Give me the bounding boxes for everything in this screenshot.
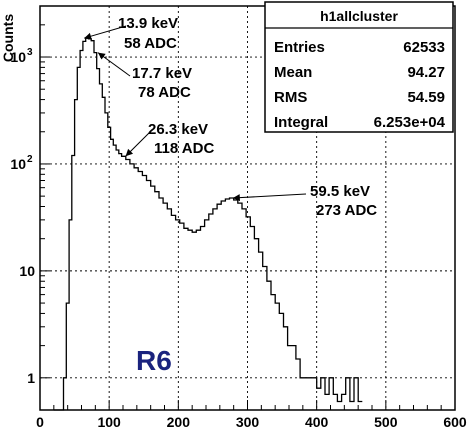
annotation-energy: 13.9 keV	[118, 15, 178, 32]
x-tick-label: 500	[374, 414, 398, 430]
y-tick-label: 10	[10, 156, 26, 172]
stats-row-value: 62533	[403, 39, 445, 56]
stats-row-value: 54.59	[407, 89, 445, 106]
y-tick-label: 10	[19, 263, 35, 279]
annotation-adc: 58 ADC	[124, 35, 177, 52]
stats-row-value: 94.27	[407, 64, 445, 81]
x-tick-label: 100	[97, 414, 121, 430]
annotations: 13.9 keV 58 ADC 17.7 keV 78 ADC 26.3 keV 118 …	[83, 15, 377, 219]
x-tick-label: 600	[443, 414, 467, 430]
stats-row-label: Integral	[274, 114, 328, 131]
x-tick-label: 200	[167, 414, 191, 430]
annotation-energy: 26.3 keV	[148, 121, 208, 138]
x-tick-labels: 0 100 200 300 400 500 600	[36, 414, 467, 430]
y-tick-label: 10	[10, 49, 26, 65]
stats-box-background	[264, 1, 454, 133]
annotation-arrowhead	[84, 32, 92, 40]
annotation-adc: 78 ADC	[138, 84, 191, 101]
annotation-energy: 17.7 keV	[132, 65, 192, 82]
x-tick-label: 300	[236, 414, 260, 430]
annotation-energy: 59.5 keV	[310, 183, 370, 200]
stats-row-value: 6.253e+04	[374, 114, 446, 131]
r6-label: R6	[136, 345, 172, 376]
y-tick-exponent: 2	[27, 154, 33, 165]
stats-box-title: h1allcluster	[320, 8, 398, 24]
stats-box: h1allcluster Entries 62533 Mean 94.27 RMS 54.…	[264, 1, 454, 133]
annotation-arrowhead	[232, 194, 241, 202]
annotation-arrowhead	[125, 148, 134, 157]
annotation-arrow	[232, 193, 307, 199]
histogram-series	[53, 37, 363, 411]
annotation-arrowhead	[97, 52, 106, 60]
stats-box-rows: Entries 62533 Mean 94.27 RMS 54.59 Integral 6.2…	[274, 39, 446, 131]
stats-row-label: Mean	[274, 64, 312, 81]
y-tick-exponent: 3	[27, 47, 33, 58]
annotation-adc: 273 ADC	[316, 202, 377, 219]
x-tick-label: 0	[36, 414, 44, 430]
y-tick-label: 1	[27, 370, 35, 386]
y-axis-label: Counts	[0, 14, 16, 62]
stats-row-label: RMS	[274, 89, 307, 106]
plot-frame	[39, 5, 456, 411]
annotation-adc: 118 ADC	[154, 140, 214, 157]
stats-row-label: Entries	[274, 39, 325, 56]
x-tick-label: 400	[305, 414, 329, 430]
annotation-arrow	[83, 25, 127, 39]
